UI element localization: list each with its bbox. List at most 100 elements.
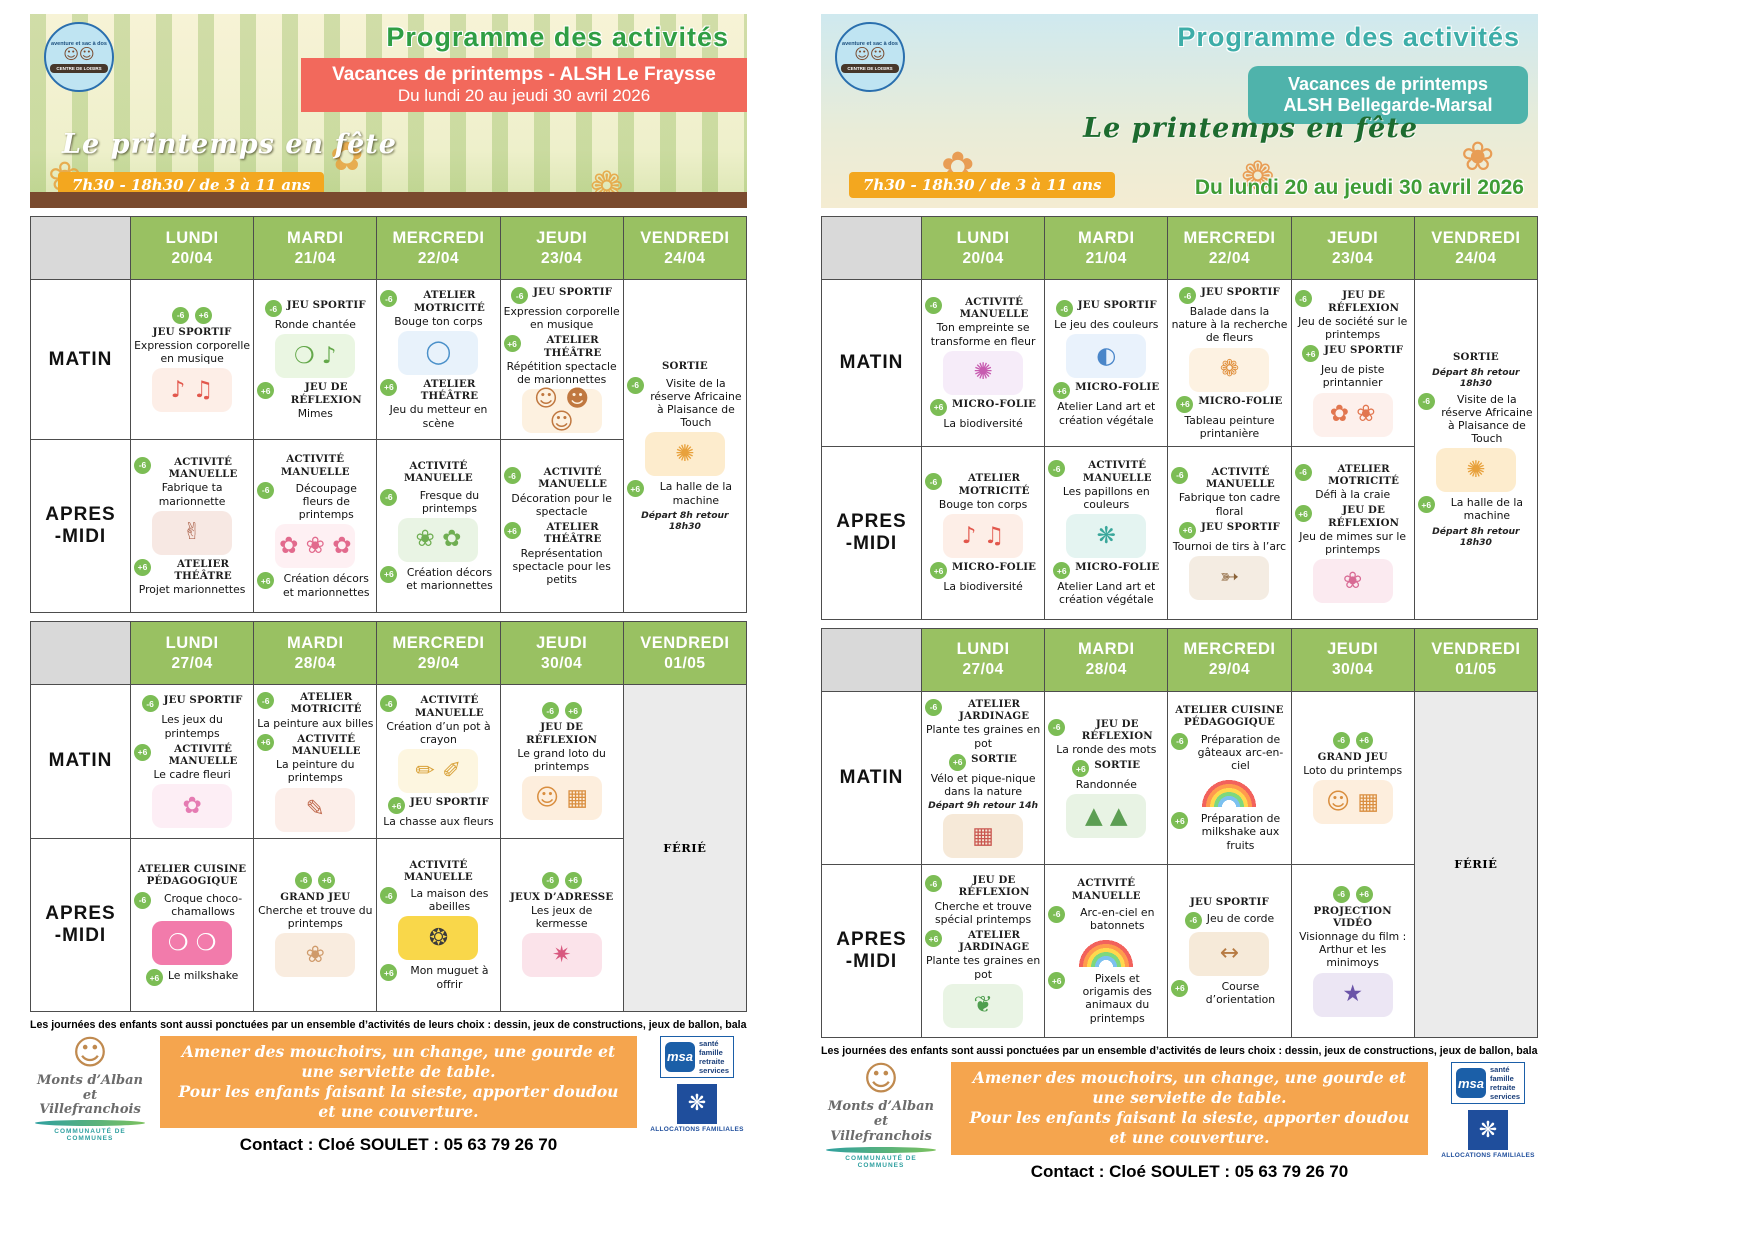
activity-block: ✺ xyxy=(627,432,743,477)
activity-block: +6 ACTIVITÉ MANUELLE La peinture du printe… xyxy=(257,733,373,832)
msa-logo-text: famille xyxy=(698,1047,723,1057)
activity-category: ATELIER MOTRICITÉ xyxy=(290,691,362,716)
activity-category: MICRO-FOLIE xyxy=(1075,381,1160,394)
flyer-title: Programme des activités xyxy=(1177,22,1520,52)
activity-category: JEU DE RÉFLEXION xyxy=(1328,289,1400,314)
age-badge: -6 xyxy=(925,875,942,893)
activity-block: +6 Pixels et origamis des animaux du prin… xyxy=(1048,971,1164,1025)
msa-logo-text: retraite xyxy=(1489,1083,1516,1093)
activity-title: Création décors et marionnettes xyxy=(406,565,493,593)
day-name: LUNDI xyxy=(956,228,1010,247)
msa-logo-mark: msa xyxy=(664,1041,695,1072)
activity-category: ATELIER MOTRICITÉ xyxy=(958,472,1030,497)
activity-title: Mimes xyxy=(297,406,333,420)
hand-puppet-illustration: ✌ xyxy=(152,510,233,555)
age-badge: +6 xyxy=(380,964,398,982)
activity-category: JEU DE RÉFLEXION xyxy=(1081,717,1153,742)
week1-table: LUNDI 20/04 MARDI 21/04 MERCREDI 22/04 JEUDI 23… xyxy=(30,216,748,614)
day-header: VENDREDI 24/04 xyxy=(622,216,748,280)
day-date: 29/04 xyxy=(417,654,460,672)
day-date: 27/04 xyxy=(171,654,213,672)
spring-flowers-illustration: ✿ ❀ ✿ xyxy=(275,524,356,569)
activity-title: La maison des abeilles xyxy=(410,887,489,914)
loto-illustration: ☺ ▦ xyxy=(521,776,602,821)
age-badge: -6 xyxy=(172,306,190,324)
activity-title: Course d’orientation xyxy=(1205,979,1276,1007)
reminder-banner: Amener des mouchoirs, un change, une gou… xyxy=(160,1035,637,1129)
activity-block: Départ 8h retour 18h30 xyxy=(1418,367,1534,389)
activity-block: +6 Préparation de milkshake aux fruits xyxy=(1171,811,1287,852)
row-label-apres-midi: APRES -MIDI xyxy=(30,439,131,614)
activity-category: ACTIVITÉ MANUELLE xyxy=(1082,459,1152,484)
age-badge: +6 xyxy=(626,480,644,498)
activity-block: -6 Découpage fleurs de printemps ✿ ❀ ✿ xyxy=(257,481,373,569)
activity-title: Atelier Land art et création végétale xyxy=(1057,580,1156,607)
activity-category: JEU SPORTIF xyxy=(409,796,489,809)
tug-of-war-illustration: ↔ xyxy=(1189,931,1270,976)
contact-line: Contact : Cloé SOULET : 05 63 79 26 70 xyxy=(1030,1161,1349,1181)
age-badge: -6 xyxy=(257,481,275,499)
activity-block: +6 La halle de la machine xyxy=(1417,495,1534,522)
activity-block: +6 SORTIE Vélo et pique-nique dans la natu… xyxy=(925,753,1041,859)
activity-block: -6 JEU DE RÉFLEXION La ronde des mots xyxy=(1048,718,1164,757)
flyer-subtitle-line: Vacances de printemps - ALSH Le Fraysse xyxy=(332,64,716,85)
age-badges: -6 +6 xyxy=(134,306,250,324)
activity-block: -6 Jeu de corde ↔ xyxy=(1171,911,1287,976)
activity-block: +6 Le milkshake xyxy=(134,968,250,987)
caf-logo: ❋ ALLOCATIONS FAMILIALES xyxy=(650,1083,744,1133)
msa-logo-mark: msa xyxy=(1455,1068,1486,1099)
age-badges: -6 +6 xyxy=(257,871,373,889)
age-badge: -6 xyxy=(295,871,313,889)
rainbow-illustration xyxy=(1198,776,1261,808)
activity-block: -6 La maison des abeilles ❂ xyxy=(380,886,496,961)
activity-schedule: Départ 9h retour 14h xyxy=(928,800,1039,812)
activity-block: +6 MICRO-FOLIE La biodiversité xyxy=(925,561,1041,593)
kermesse-illustration: ✷ xyxy=(521,933,602,978)
activity-cell: -6 ACTIVITÉ MANUELLE Ton empreinte se tran… xyxy=(920,279,1046,447)
activity-block: +6 JEU DE RÉFLEXION Mimes xyxy=(257,381,373,420)
day-name: MARDI xyxy=(286,228,344,247)
community-swoosh xyxy=(35,1120,145,1127)
activity-block: SORTIE xyxy=(627,360,743,372)
activity-block: +6 ACTIVITÉ MANUELLE Le cadre fleuri ✿ xyxy=(134,743,250,829)
age-badge: +6 xyxy=(387,797,405,815)
activity-category: ACTIVITÉ MANUELLE xyxy=(1071,877,1141,902)
age-badge: +6 xyxy=(1355,731,1373,749)
hula-hoop-illustration: ◯ xyxy=(398,330,479,375)
age-badge: +6 xyxy=(134,743,151,761)
activity-cell: -6 ATELIER MOTRICITÉ Défi à la craie +6 JEU … xyxy=(1290,445,1415,620)
spring-script-title: Le printemps en fête xyxy=(62,129,397,160)
puppets-illustration: ☺ ☻ ☺ xyxy=(521,388,602,434)
activity-title: Ton empreinte se transforme en fleur xyxy=(930,321,1036,348)
age-badge: -6 xyxy=(1171,466,1189,484)
activity-cell: -6 +6 GRAND JEU Cherche et trouve du printe… xyxy=(253,837,378,1012)
day-date: 30/04 xyxy=(541,654,583,672)
activity-block: +6 JEU SPORTIF La chasse aux fleurs xyxy=(380,796,496,828)
activity-category: JEU SPORTIF xyxy=(533,286,613,298)
activity-title: Expression corporelle en musique xyxy=(134,339,251,366)
activity-category: MICRO-FOLIE xyxy=(1198,394,1283,407)
activity-title: Création d’un pot à crayon xyxy=(386,719,491,747)
activity-category: ACTIVITÉ MANUELLE xyxy=(538,466,608,491)
week2-table: LUNDI 27/04 MARDI 28/04 MERCREDI 29/04 JEUDI 30… xyxy=(821,627,1539,1039)
activity-category: ATELIER THÉÂTRE xyxy=(543,334,602,359)
day-header: JEUDI 23/04 xyxy=(1290,216,1415,280)
mascot-illustration: ☺ xyxy=(863,1059,899,1100)
day-name: VENDREDI xyxy=(1431,228,1521,247)
msa-logo: msa santé famille retraite services xyxy=(659,1035,735,1078)
age-badge: -6 xyxy=(380,488,398,506)
age-badge: +6 xyxy=(949,753,967,771)
activity-category: JEU SPORTIF xyxy=(1189,895,1269,908)
day-header: JEUDI 30/04 xyxy=(499,621,624,686)
outing-cell: SORTIE -6 Visite de la réserve Africaine à… xyxy=(622,278,748,614)
activity-category: ACTIVITÉ MANUELLE xyxy=(280,453,350,478)
age-badge: -6 xyxy=(511,287,529,304)
activity-cell: -6 +6 PROJECTION VIDÉO Visionnage du film :… xyxy=(1290,864,1415,1039)
hikers-illustration: ▲ ▲ xyxy=(1066,794,1147,839)
activity-title: Mon muguet à offrir xyxy=(410,964,489,991)
day-header: MARDI 21/04 xyxy=(1044,216,1169,280)
hours-ages-pill: 7h30 - 18h30 / de 3 à 11 ans xyxy=(58,172,325,198)
activity-block: -6 +6 PROJECTION VIDÉO Visionnage du film :… xyxy=(1295,885,1411,1017)
community-swoosh xyxy=(826,1146,936,1153)
bunny-illustration: ❀ xyxy=(275,933,356,978)
